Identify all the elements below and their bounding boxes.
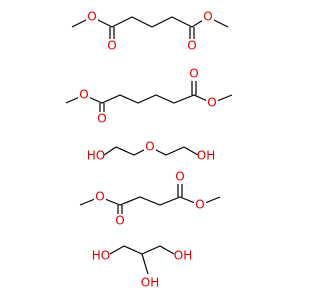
bond bbox=[141, 253, 149, 275]
molecule-diethylene-glycol: HO O OH bbox=[87, 140, 215, 163]
atom-label: O bbox=[87, 10, 96, 24]
atom-label: O bbox=[207, 96, 216, 110]
atom-label: OH bbox=[174, 249, 192, 263]
molecule-glycerol: HO OH OH bbox=[92, 245, 192, 290]
atom-label: O bbox=[195, 198, 204, 212]
molecule-succinate: O O O O bbox=[79, 170, 221, 228]
atom-label: O bbox=[189, 67, 198, 81]
chain bbox=[65, 94, 233, 104]
molecule-glutarate: O O O O bbox=[71, 10, 229, 53]
atom-label: O bbox=[79, 88, 88, 102]
atom-label: OH bbox=[197, 149, 215, 163]
atom-label: HO bbox=[87, 149, 105, 163]
atom-label: O bbox=[95, 190, 104, 204]
atom-label: OH bbox=[141, 276, 159, 290]
structures: O O O O O O O O HO O OH O O O O bbox=[65, 10, 233, 290]
atom-label: O bbox=[107, 39, 116, 53]
atom-label: HO bbox=[92, 249, 110, 263]
molecule-adipate: O O O O bbox=[65, 67, 233, 126]
atom-label: O bbox=[187, 39, 196, 53]
atom-label: O bbox=[203, 10, 212, 24]
chain bbox=[109, 245, 175, 255]
atom-label: O bbox=[175, 170, 184, 184]
atom-label: O bbox=[97, 112, 106, 126]
atom-label: O bbox=[115, 214, 124, 228]
atom-label: O bbox=[145, 140, 154, 154]
